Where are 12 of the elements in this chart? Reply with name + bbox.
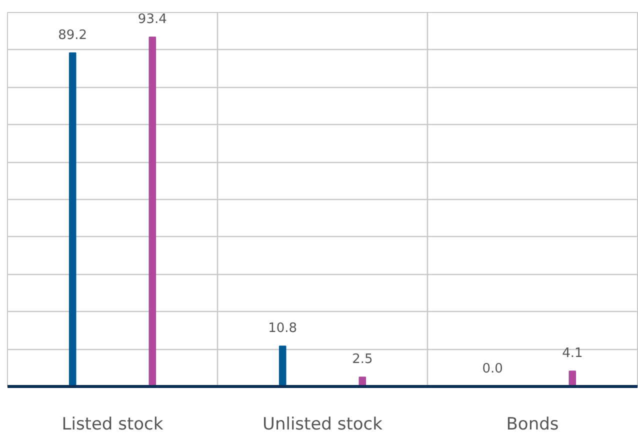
bar <box>278 346 286 386</box>
data-label: 2.5 <box>352 352 373 368</box>
x-tick-label: Unlisted stock <box>262 414 383 434</box>
bar <box>148 36 156 386</box>
data-label: 0.0 <box>482 362 503 376</box>
x-tick-label: Bonds <box>506 414 559 434</box>
bar <box>68 52 76 386</box>
data-label: 10.8 <box>268 321 298 336</box>
x-tick-label: Listed stock <box>62 414 164 434</box>
data-label: 4.1 <box>562 346 583 362</box>
data-label: 89.2 <box>58 28 88 43</box>
data-label: 93.4 <box>138 12 167 28</box>
